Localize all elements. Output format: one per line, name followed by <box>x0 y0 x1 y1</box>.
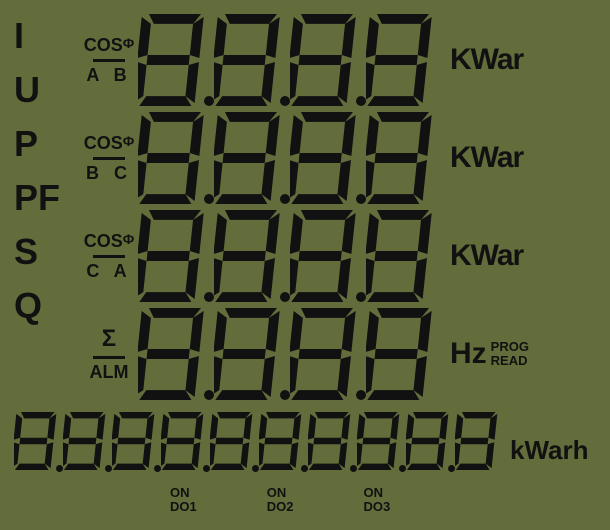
do1-on: ON <box>170 486 197 500</box>
do2-label: DO2 <box>267 500 294 514</box>
bottom-digits <box>14 412 504 470</box>
unit-kwar-1: KWar <box>450 43 523 77</box>
label-Q: Q <box>14 288 60 324</box>
seven-segment-digit <box>366 210 436 302</box>
row1-annotations: COSΦ A B <box>80 35 138 86</box>
row3-digits <box>138 210 442 302</box>
seven-segment-digit <box>406 412 451 470</box>
hz-unit-block: Hz PROG READ <box>450 337 529 371</box>
seven-segment-digit <box>290 14 360 106</box>
prog-read-block: PROG READ <box>491 340 529 369</box>
label-U: U <box>14 72 60 108</box>
measurement-row-ca: COSΦ C A <box>80 210 523 302</box>
decimal-point-icon <box>204 390 214 400</box>
seven-segment-digit <box>455 412 500 470</box>
read-label: READ <box>491 354 529 368</box>
measurement-row-ab: COSΦ A B <box>80 14 523 106</box>
digital-output-row: ON DO1 ON DO2 ON DO3 <box>170 486 460 515</box>
phase-bc-label: B C <box>86 163 132 184</box>
seven-segment-digit <box>290 112 360 204</box>
unit-kwarh: kWarh <box>510 435 589 466</box>
seven-segment-digit <box>138 14 208 106</box>
do3-on: ON <box>363 486 390 500</box>
alm-label: ALM <box>90 362 129 383</box>
decimal-point-icon <box>356 96 366 106</box>
row1-digits <box>138 14 442 106</box>
seven-segment-digit <box>214 112 284 204</box>
decimal-point-icon <box>56 465 63 472</box>
decimal-point-icon <box>280 390 290 400</box>
decimal-point-icon <box>204 194 214 204</box>
seven-segment-digit <box>290 210 360 302</box>
seven-segment-digit <box>112 412 157 470</box>
overline-icon <box>93 59 125 62</box>
decimal-point-icon <box>252 465 259 472</box>
decimal-point-icon <box>204 96 214 106</box>
seven-segment-digit <box>63 412 108 470</box>
unit-hz: Hz <box>450 337 487 371</box>
overline-icon <box>93 356 125 359</box>
do2-block: ON DO2 <box>267 486 294 515</box>
do1-label: DO1 <box>170 500 197 514</box>
seven-segment-digit <box>138 308 208 400</box>
row4-digits <box>138 308 442 400</box>
row2-digits <box>138 112 442 204</box>
decimal-point-icon <box>280 292 290 302</box>
measurement-row-sum: Σ ALM <box>80 308 529 400</box>
left-param-labels: I U P PF S Q <box>14 18 60 342</box>
cos-label-1: COSΦ <box>84 35 135 56</box>
label-P: P <box>14 126 60 162</box>
row2-annotations: COSΦ B C <box>80 133 138 184</box>
seven-segment-digit <box>366 14 436 106</box>
seven-segment-digit <box>357 412 402 470</box>
label-PF: PF <box>14 180 60 216</box>
decimal-point-icon <box>204 292 214 302</box>
do1-block: ON DO1 <box>170 486 197 515</box>
seven-segment-digit <box>210 412 255 470</box>
label-S: S <box>14 234 60 270</box>
row4-annotations: Σ ALM <box>80 325 138 383</box>
measurement-row-bc: COSΦ B C <box>80 112 523 204</box>
overline-icon <box>93 255 125 258</box>
decimal-point-icon <box>356 292 366 302</box>
row3-annotations: COSΦ C A <box>80 231 138 282</box>
decimal-point-icon <box>448 465 455 472</box>
seven-segment-digit <box>290 308 360 400</box>
do2-on: ON <box>267 486 294 500</box>
decimal-point-icon <box>203 465 210 472</box>
energy-counter-row: kWarh <box>14 412 589 470</box>
decimal-point-icon <box>280 96 290 106</box>
decimal-point-icon <box>399 465 406 472</box>
sigma-label: Σ <box>102 325 116 353</box>
phase-ab-label: A B <box>86 65 131 86</box>
cos-label-3: COSΦ <box>84 231 135 252</box>
decimal-point-icon <box>105 465 112 472</box>
prog-label: PROG <box>491 340 529 354</box>
decimal-point-icon <box>301 465 308 472</box>
seven-segment-digit <box>138 112 208 204</box>
seven-segment-digit <box>138 210 208 302</box>
decimal-point-icon <box>350 465 357 472</box>
decimal-point-icon <box>280 194 290 204</box>
seven-segment-digit <box>14 412 59 470</box>
seven-segment-digit <box>214 14 284 106</box>
seven-segment-digit <box>259 412 304 470</box>
seven-segment-digit <box>214 308 284 400</box>
seven-segment-digit <box>366 308 436 400</box>
decimal-point-icon <box>356 194 366 204</box>
do3-label: DO3 <box>363 500 390 514</box>
overline-icon <box>93 157 125 160</box>
seven-segment-digit <box>366 112 436 204</box>
cos-label-2: COSΦ <box>84 133 135 154</box>
seven-segment-digit <box>161 412 206 470</box>
decimal-point-icon <box>154 465 161 472</box>
unit-kwar-2: KWar <box>450 141 523 175</box>
unit-kwar-3: KWar <box>450 239 523 273</box>
do3-block: ON DO3 <box>363 486 390 515</box>
seven-segment-digit <box>214 210 284 302</box>
decimal-point-icon <box>356 390 366 400</box>
seven-segment-digit <box>308 412 353 470</box>
label-I: I <box>14 18 60 54</box>
phase-ca-label: C A <box>86 261 131 282</box>
